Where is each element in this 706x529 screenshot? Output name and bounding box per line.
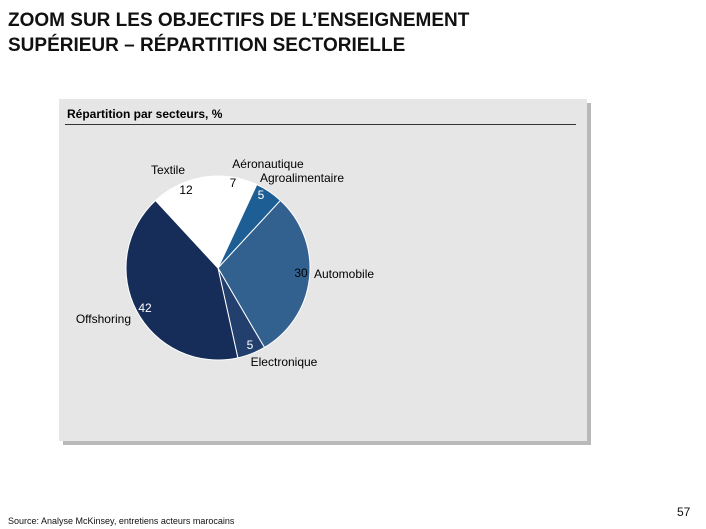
pie-slice-offshoring — [125, 199, 239, 361]
slide-title-line-2: SUPÉRIEUR – RÉPARTITION SECTORIELLE — [8, 35, 406, 56]
pie-category-label-aeronautique: Aéronautique — [232, 157, 304, 171]
pie-category-label-offshoring: Offshoring — [76, 312, 131, 326]
chart-title-rule — [65, 124, 576, 125]
slide-title: ZOOM SUR LES OBJECTIFS DE L’ENSEIGNEMENT… — [8, 8, 469, 58]
pie-category-label-textile: Textile — [151, 163, 185, 177]
pie-slice-textile — [154, 175, 219, 270]
page-number: 57 — [677, 505, 691, 519]
pie-category-label-agroalimentaire: Agroalimentaire — [260, 171, 344, 185]
pie-category-label-electronique: Electronique — [251, 355, 318, 369]
pie-value-label-automobile: 30 — [294, 266, 308, 280]
pie-value-label-offshoring: 42 — [138, 301, 152, 315]
pie-value-label-textile: 12 — [179, 183, 193, 197]
pie-category-label-automobile: Automobile — [314, 267, 374, 281]
pie-value-label-electronique: 5 — [247, 338, 254, 352]
pie-value-label-agroalimentaire: 5 — [258, 188, 265, 202]
slide-title-line-1: ZOOM SUR LES OBJECTIFS DE L’ENSEIGNEMENT — [8, 10, 470, 31]
pie-value-label-aeronautique: 7 — [230, 176, 237, 190]
source-note: Source: Analyse McKinsey, entretiens act… — [8, 516, 235, 526]
chart-title: Répartition par secteurs, % — [67, 107, 223, 121]
pie-slice-automobile — [217, 199, 311, 349]
